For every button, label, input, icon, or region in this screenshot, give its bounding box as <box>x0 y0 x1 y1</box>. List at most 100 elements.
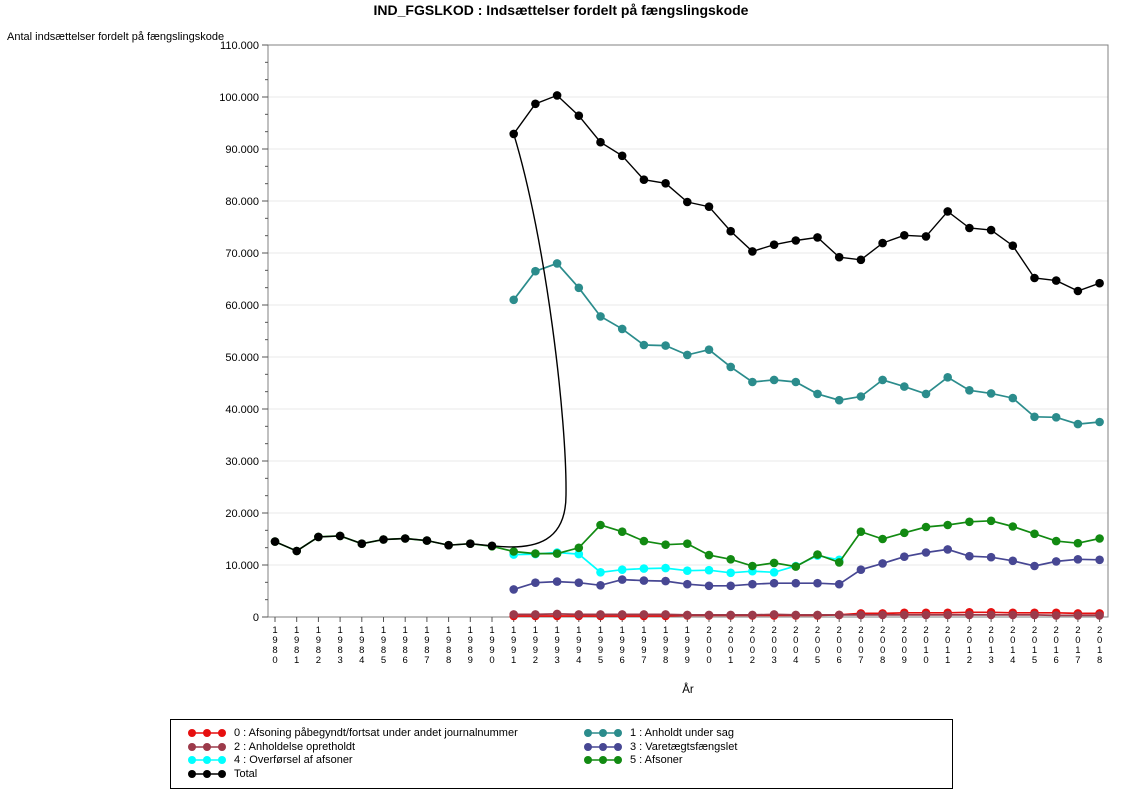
data-point-marker <box>1095 534 1104 543</box>
data-point-marker <box>813 550 822 559</box>
series-line <box>513 262 1100 425</box>
data-point-marker <box>726 226 735 236</box>
data-point-marker <box>813 578 822 588</box>
data-point-marker <box>531 610 540 619</box>
legend-marker-icon <box>584 756 622 765</box>
data-point-marker <box>596 581 605 590</box>
data-point-marker <box>878 238 887 248</box>
data-point-marker <box>1008 522 1018 531</box>
data-point-marker <box>1030 529 1039 539</box>
data-point-marker <box>596 137 605 147</box>
data-point-marker <box>1051 557 1061 566</box>
y-tick-label: 50.000 <box>225 352 259 364</box>
data-point-marker <box>1073 555 1083 564</box>
y-tick-label: 100.000 <box>219 92 259 104</box>
data-point-marker <box>748 247 757 256</box>
y-tick-label: 110.000 <box>220 40 259 52</box>
data-point-marker <box>900 231 909 240</box>
data-point-marker <box>596 568 605 577</box>
series-2 <box>509 609 1104 620</box>
data-point-marker <box>661 179 670 188</box>
data-point-marker <box>900 528 909 538</box>
legend-marker-icon <box>188 756 226 765</box>
legend-item: 5 : Afsoner <box>583 754 948 766</box>
data-point-marker <box>704 550 714 560</box>
data-point-marker <box>400 534 410 543</box>
data-point-marker <box>574 610 584 619</box>
data-point-marker <box>1051 413 1061 422</box>
data-point-marker <box>943 207 952 216</box>
data-point-marker <box>466 539 475 548</box>
data-point-marker <box>813 389 822 399</box>
y-axis-title: Antal indsættelser fordelt på fængslings… <box>7 31 225 43</box>
data-point-marker <box>965 551 974 561</box>
data-point-marker <box>552 577 562 586</box>
data-point-marker <box>1051 276 1061 285</box>
data-point-marker <box>574 543 584 553</box>
data-point-marker <box>574 578 584 587</box>
data-point-marker <box>856 392 866 401</box>
data-point-marker <box>986 516 996 526</box>
data-point-marker <box>639 610 649 619</box>
data-point-marker <box>509 295 518 305</box>
data-point-marker <box>1095 278 1104 288</box>
data-point-marker <box>813 233 822 242</box>
data-point-marker <box>617 527 627 536</box>
y-tick-label: 20.000 <box>225 508 259 520</box>
data-point-marker <box>834 395 844 405</box>
data-point-marker <box>552 549 562 558</box>
legend-item-label: 3 : Varetægtsfængslet <box>630 740 738 753</box>
data-point-marker <box>574 549 584 559</box>
data-point-marker <box>834 579 844 589</box>
data-point-marker <box>921 548 931 557</box>
data-point-marker <box>769 240 779 249</box>
y-tick-label: 90.000 <box>225 144 259 156</box>
data-point-marker <box>596 610 605 619</box>
data-point-marker <box>726 581 735 591</box>
data-point-marker <box>1073 538 1083 548</box>
data-point-marker <box>748 579 757 589</box>
legend-item: 2 : Anholdelse opretholdt <box>187 741 583 753</box>
data-point-marker <box>769 558 779 568</box>
data-point-marker <box>1030 273 1039 283</box>
data-point-marker <box>357 539 367 548</box>
data-point-marker <box>683 610 692 620</box>
data-point-marker <box>878 375 887 385</box>
y-tick-label: 0 <box>253 612 259 624</box>
y-tick-label: 30.000 <box>225 456 259 468</box>
data-point-marker <box>531 266 540 276</box>
data-point-marker <box>335 531 345 541</box>
data-point-marker <box>726 568 735 578</box>
data-point-marker <box>639 340 649 350</box>
chart-title: IND_FGSLKOD : Indsættelser fordelt på fæ… <box>373 2 749 18</box>
data-point-marker <box>617 610 627 619</box>
data-point-marker <box>921 389 931 399</box>
legend-item: 4 : Overførsel af afsoner <box>187 754 583 766</box>
data-point-marker <box>834 252 844 262</box>
data-point-marker <box>1030 610 1039 620</box>
data-point-marker <box>900 552 909 561</box>
data-point-marker <box>748 377 757 387</box>
data-point-marker <box>639 564 649 573</box>
legend-item-label: Total <box>234 768 258 781</box>
data-point-marker <box>878 534 887 544</box>
data-point-marker <box>639 175 649 184</box>
